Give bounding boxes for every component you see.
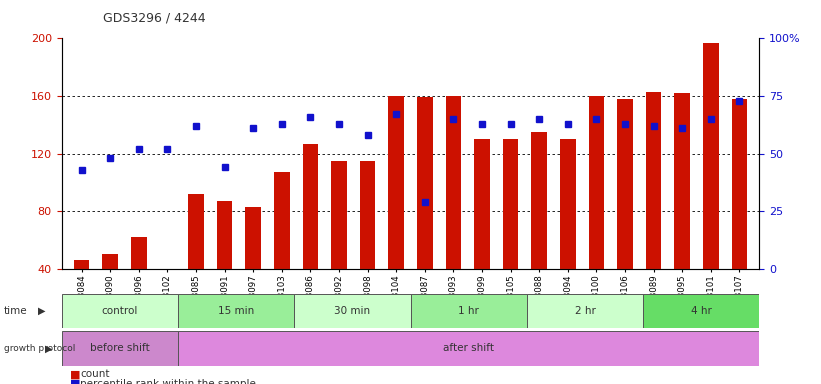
Bar — [732, 99, 747, 269]
Bar — [62, 294, 178, 328]
Bar — [674, 93, 690, 269]
Bar — [302, 144, 319, 269]
Bar — [294, 294, 410, 328]
Bar — [188, 194, 204, 269]
Text: ■: ■ — [70, 369, 80, 379]
Text: ▶: ▶ — [38, 306, 45, 316]
Text: 1 hr: 1 hr — [458, 306, 479, 316]
Text: time: time — [4, 306, 28, 316]
Bar — [502, 139, 519, 269]
Text: ■: ■ — [70, 379, 80, 384]
Bar — [417, 98, 433, 269]
Text: before shift: before shift — [89, 343, 149, 353]
Bar — [131, 237, 147, 269]
Bar — [531, 132, 547, 269]
Bar — [360, 161, 375, 269]
Bar — [643, 294, 759, 328]
Bar — [62, 331, 178, 366]
Bar — [217, 201, 232, 269]
Bar — [178, 294, 294, 328]
Bar — [646, 92, 662, 269]
Bar — [74, 260, 89, 269]
Bar — [617, 99, 633, 269]
Text: 4 hr: 4 hr — [690, 306, 712, 316]
Bar — [475, 139, 490, 269]
Bar — [527, 294, 643, 328]
Text: after shift: after shift — [443, 343, 494, 353]
Bar — [560, 139, 576, 269]
Bar — [274, 172, 290, 269]
Bar — [388, 96, 404, 269]
Text: 15 min: 15 min — [218, 306, 255, 316]
Text: percentile rank within the sample: percentile rank within the sample — [80, 379, 256, 384]
Text: ▶: ▶ — [45, 343, 53, 353]
Text: 2 hr: 2 hr — [575, 306, 595, 316]
Bar — [178, 331, 759, 366]
Bar — [245, 207, 261, 269]
Bar — [410, 294, 527, 328]
Bar — [103, 255, 118, 269]
Text: count: count — [80, 369, 110, 379]
Text: 30 min: 30 min — [334, 306, 370, 316]
Bar — [446, 96, 461, 269]
Bar — [331, 161, 346, 269]
Text: GDS3296 / 4244: GDS3296 / 4244 — [103, 12, 205, 25]
Bar — [589, 96, 604, 269]
Text: growth protocol: growth protocol — [4, 344, 76, 353]
Bar — [703, 43, 718, 269]
Text: control: control — [102, 306, 138, 316]
